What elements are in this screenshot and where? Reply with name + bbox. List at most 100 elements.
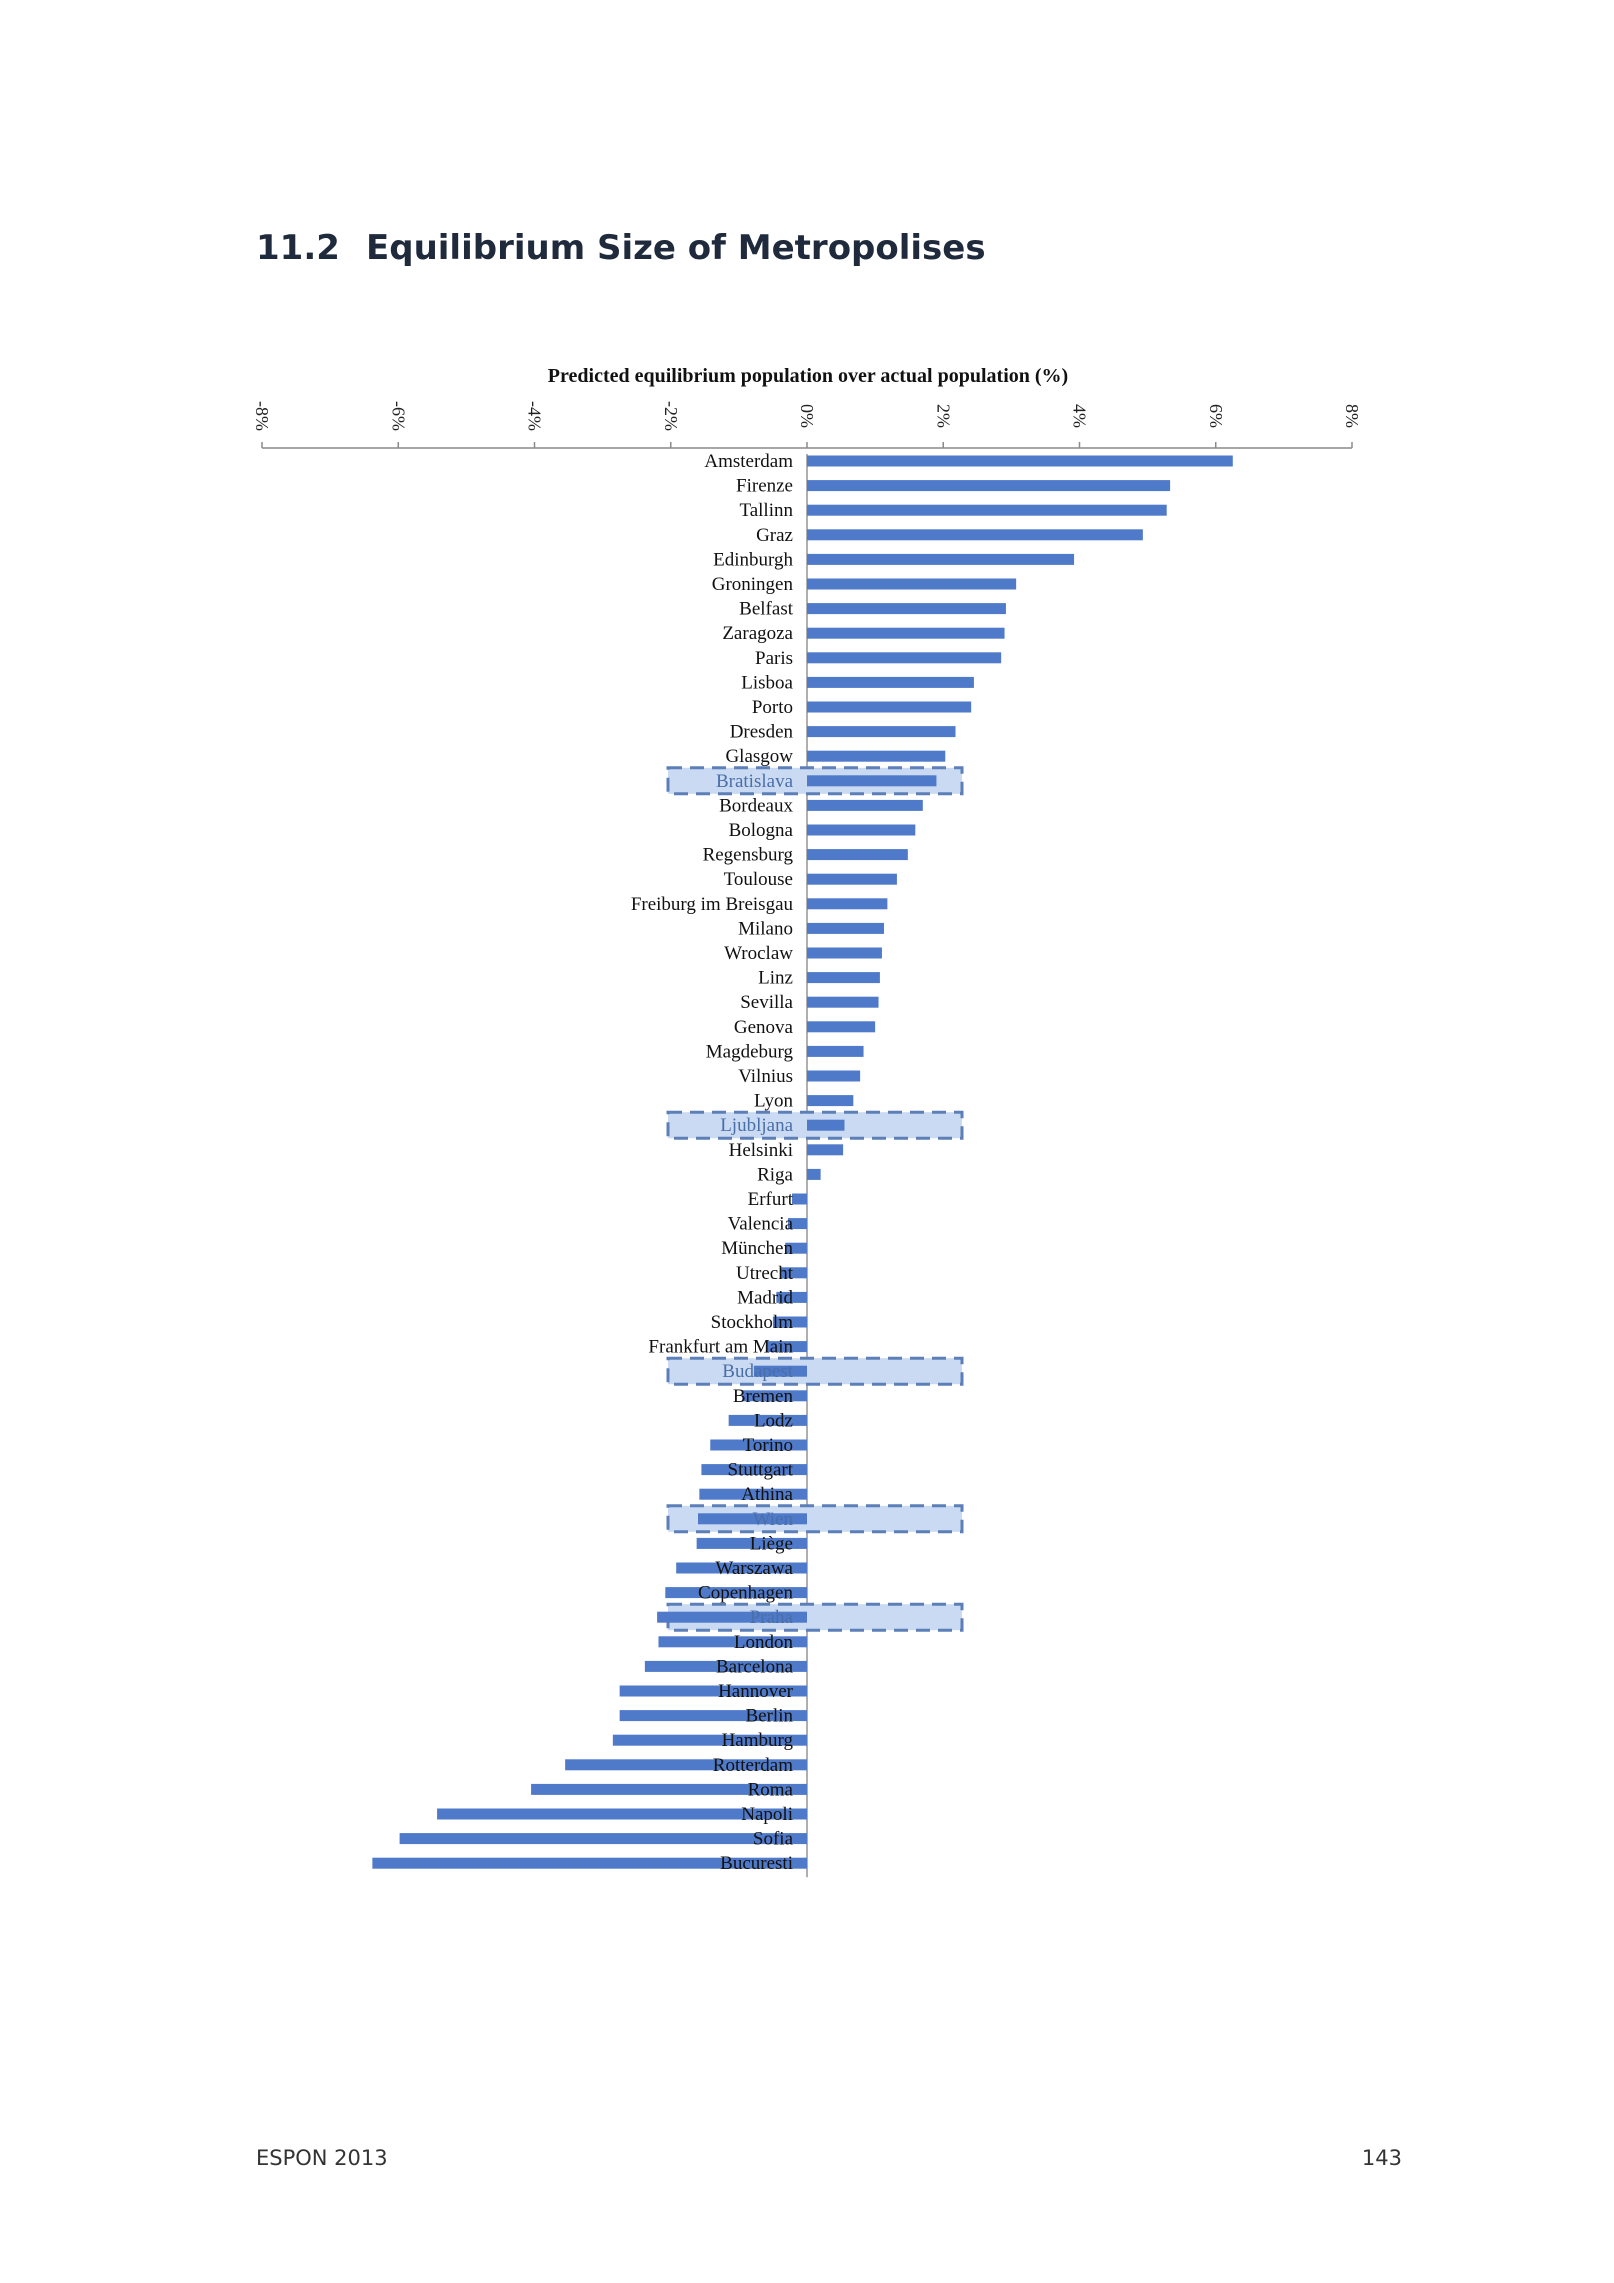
bar [807, 1021, 876, 1033]
category-label: Dresden [730, 722, 794, 743]
category-label: Milano [738, 918, 793, 939]
category-label: Graz [756, 525, 793, 546]
bar [807, 480, 1171, 492]
bar [807, 504, 1167, 516]
x-tick-label: 6% [1206, 404, 1226, 428]
bar [776, 1291, 807, 1303]
category-label: Napoli [741, 1804, 793, 1825]
category-label: Linz [758, 968, 793, 989]
bar [787, 1218, 807, 1230]
bars [372, 455, 1233, 1869]
category-label: Athina [741, 1484, 793, 1505]
section-number: 11.2 [256, 228, 340, 268]
bar [399, 1833, 807, 1845]
category-label: Praha [750, 1607, 794, 1628]
category-label: Budapest [722, 1361, 793, 1382]
category-label: Hannover [718, 1681, 794, 1702]
category-label: Erfurt [748, 1189, 794, 1210]
bar [772, 1316, 807, 1328]
category-label: Porto [752, 697, 793, 718]
x-tick-label: -2% [661, 401, 681, 431]
bar [644, 1660, 807, 1672]
bar [807, 996, 879, 1008]
bar [766, 1341, 807, 1353]
category-label: Toulouse [724, 869, 793, 890]
category-labels: Amsterdam Firenze Tallinn Graz Edinburgh Gron… [631, 451, 794, 1874]
category-label: Amsterdam [704, 451, 793, 472]
x-tick-label: 0% [797, 404, 817, 428]
bar [807, 972, 880, 984]
category-label: Helsinki [729, 1140, 793, 1161]
category-label: Bratislava [716, 771, 794, 792]
bar [807, 553, 1075, 565]
bar [699, 1488, 807, 1500]
category-label: Regensburg [703, 845, 794, 866]
category-label: Lisboa [741, 672, 793, 693]
category-label: Wroclaw [724, 943, 793, 964]
category-label: Madrid [737, 1287, 793, 1308]
category-label: Firenze [736, 476, 793, 497]
category-label: Barcelona [716, 1656, 794, 1677]
bar [807, 676, 974, 688]
category-label: Belfast [739, 599, 794, 620]
category-label: Genova [734, 1017, 794, 1038]
category-label: Utrecht [736, 1263, 794, 1284]
category-label: Liège [750, 1533, 793, 1554]
bar [807, 947, 882, 959]
category-label: Stuttgart [728, 1460, 794, 1481]
bar [807, 1045, 864, 1057]
bar [531, 1783, 807, 1795]
category-label: Magdeburg [706, 1041, 794, 1062]
bar [792, 1193, 807, 1205]
category-label: Lyon [754, 1091, 794, 1112]
category-label: Stockholm [711, 1312, 794, 1333]
category-label: Bologna [729, 820, 794, 841]
category-label: Rotterdam [713, 1755, 793, 1776]
bar [807, 1119, 845, 1131]
bar [698, 1513, 807, 1525]
x-tick-label: -6% [388, 401, 408, 431]
category-label: Edinburgh [713, 549, 793, 570]
bar [696, 1537, 807, 1549]
category-label: Paris [755, 648, 793, 669]
bar [807, 603, 1006, 615]
chart-title: Predicted equilibrium population over ac… [548, 365, 1068, 387]
category-label: Frankfurt am Main [648, 1337, 793, 1358]
bar [701, 1464, 807, 1476]
bar [807, 701, 972, 713]
category-label: Tallinn [739, 500, 793, 521]
category-label: München [721, 1238, 793, 1259]
category-label: Riga [757, 1164, 793, 1185]
category-label: Zaragoza [722, 623, 793, 644]
category-label: Copenhagen [698, 1583, 793, 1604]
bar [753, 1365, 807, 1377]
category-label: Roma [748, 1779, 794, 1800]
category-label: Bremen [733, 1386, 794, 1407]
category-label: Berlin [746, 1706, 794, 1727]
bar [372, 1857, 807, 1869]
category-label: Bordeaux [719, 795, 793, 816]
bar [807, 455, 1233, 467]
bar [807, 1070, 861, 1082]
bar [807, 775, 937, 787]
x-tick-label: -8% [252, 401, 272, 431]
section-heading: 11.2 Equilibrium Size of Metropolises [256, 228, 986, 268]
category-label: Ljubljana [720, 1115, 793, 1136]
bar [807, 799, 923, 811]
bar [619, 1710, 807, 1722]
bar [807, 652, 1002, 664]
bar [658, 1636, 807, 1648]
bar [785, 1242, 807, 1254]
bar [665, 1587, 807, 1599]
bar [807, 1168, 821, 1180]
category-label: Hamburg [722, 1730, 794, 1751]
section-title: Equilibrium Size of Metropolises [366, 228, 986, 268]
footer-left: ESPON 2013 [256, 2146, 388, 2170]
x-tick-label: 8% [1342, 404, 1362, 428]
bar [676, 1562, 807, 1574]
bar [807, 750, 946, 762]
bar [807, 726, 956, 738]
highlight-box [666, 1356, 964, 1386]
category-label: Groningen [712, 574, 794, 595]
category-label: Wien [753, 1509, 794, 1530]
